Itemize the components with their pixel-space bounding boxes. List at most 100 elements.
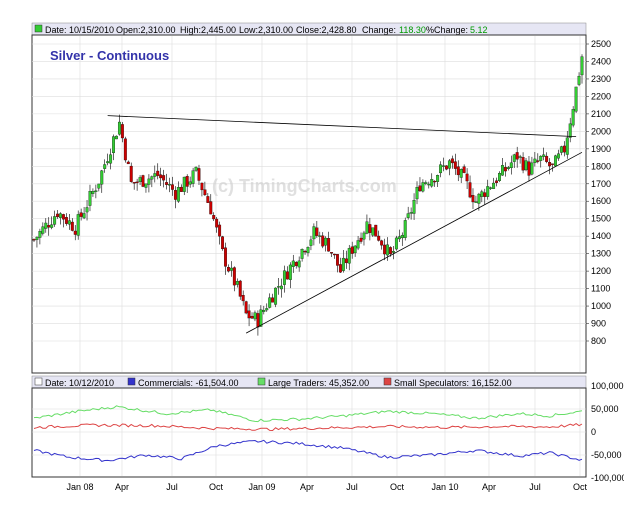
up-swatch-icon [34,24,43,33]
candle-up [300,249,304,259]
trendlines [107,115,583,334]
candle-up [459,169,463,178]
candle-up [138,177,142,183]
candle-down [141,175,145,187]
price-tick-label: 1300 [591,249,611,259]
price-tick-label: 2200 [591,91,611,101]
candle-up [391,250,395,253]
candle-down [495,180,499,183]
cot-tick-label: 50,000 [591,404,619,414]
legend-large: Large Traders: 45,352.00 [268,378,369,388]
legend-date: Date: 10/12/2010 [45,378,114,388]
time-tick-label: Jan 10 [431,482,458,492]
candle-down [383,244,387,255]
candle-up [153,173,157,177]
candle-up [106,161,110,164]
commercials-swatch-icon [127,377,136,386]
price-tick-label: 1600 [591,196,611,206]
price-tick-label: 2100 [591,109,611,119]
cot-grid [32,389,586,476]
candle-down [126,161,130,165]
candle-up [288,264,292,280]
candle-up [100,170,104,185]
candle-up [571,109,575,126]
candle-down [203,189,207,196]
header-change-value: 118.30 [399,25,426,35]
large-swatch-icon [257,377,266,386]
candle-up [91,191,95,194]
candle-down [64,217,68,224]
candles [32,54,584,336]
cot-tick-label: 100,000 [591,381,624,391]
price-panel [31,34,587,374]
cot-lines [33,405,583,462]
candle-down [450,158,454,164]
candle-up [427,183,431,186]
candle-up [41,226,45,234]
candle-up [44,222,48,229]
header-close: Close:2,428.80 [296,25,357,35]
candle-down [200,182,204,191]
small-swatch-icon [383,377,392,386]
cot-legend: Date: 10/12/2010 Commercials: -61,504.00… [31,375,587,389]
candle-up [144,183,148,188]
candle-down [120,124,124,139]
candle-down [162,175,166,181]
price-tick-label: 1200 [591,266,611,276]
candle-down [250,315,254,319]
candle-up [539,155,543,161]
trendline [245,151,583,334]
candle-up [512,154,516,162]
candle-up [556,153,560,159]
candle-down [47,225,51,228]
candle-down [515,152,519,160]
candle-down [159,174,163,179]
candle-down [173,190,177,200]
candle-down [462,166,466,173]
candle-up [518,156,522,158]
candle-down [256,313,260,328]
candle-down [465,173,469,182]
candle-up [88,191,92,206]
candle-up [474,201,478,203]
candle-up [400,234,404,239]
candle-down [536,160,540,162]
price-tick-label: 1100 [591,284,610,294]
candle-up [489,187,493,189]
candle-up [406,213,410,218]
candle-down [336,254,339,266]
price-tick-label: 2400 [591,56,611,66]
candle-down [70,221,74,231]
candle-down [562,145,566,153]
time-axis: Jan 08 Apr Jul Oct Jan 09 Apr Jul Oct Jan 10 Apr J… [66,482,587,492]
watermark: (c) TimingCharts.com [212,176,397,196]
candle-up [318,235,322,237]
chart-title: Silver - Continuous [50,48,169,63]
candle-up [362,232,366,240]
candle-down [247,310,251,319]
candle-up [347,248,351,264]
candle-down [165,182,169,185]
candle-up [356,240,360,249]
candle-up [430,179,434,187]
time-tick-label: Jul [166,482,178,492]
time-tick-label: Jan 09 [248,482,275,492]
trendline [107,115,577,137]
candle-up [291,260,295,267]
candle-down [503,167,507,172]
candle-up [542,154,546,157]
price-tick-label: 900 [591,319,606,329]
candle-down [377,235,381,241]
candle-up [229,267,233,271]
candle-down [212,215,216,220]
time-tick-label: Jul [346,482,358,492]
time-tick-label: Oct [390,482,405,492]
time-tick-label: Oct [573,482,588,492]
candle-down [527,161,531,176]
header-high: High:2,445.00 [180,25,236,35]
cot-tick-label: -50,000 [591,450,622,460]
time-tick-label: Jan 08 [66,482,93,492]
candle-down [218,224,222,237]
date-swatch-icon [34,377,43,386]
